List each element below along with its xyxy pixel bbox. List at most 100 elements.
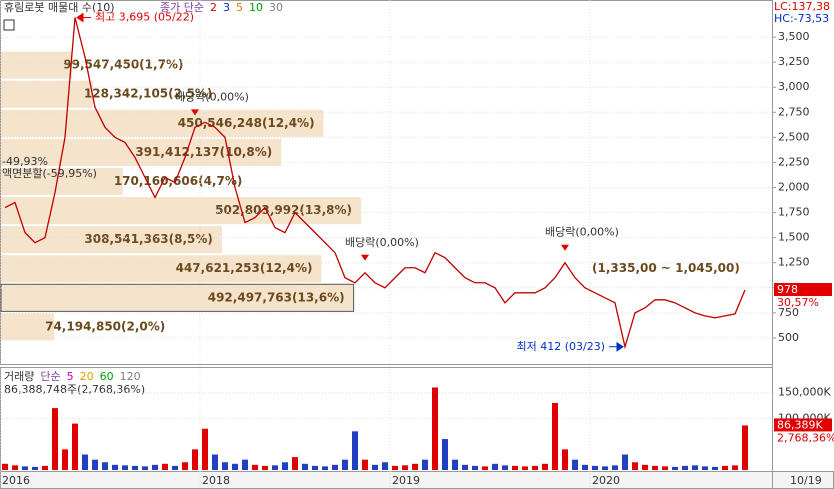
ma-period: 3: [223, 1, 230, 14]
volume-bar: [492, 463, 498, 470]
profile-label: 492,497,763(13,6%): [208, 290, 345, 304]
profile-label: 74,194,850(2,0%): [45, 319, 165, 333]
volume-bar: [432, 387, 438, 470]
volume-bar: [22, 466, 28, 470]
y-tick-label: 1,750: [778, 206, 810, 219]
volume-bar: [472, 465, 478, 470]
volume-bar: [402, 465, 408, 470]
volume-bar: [282, 462, 288, 470]
volume-bar: [502, 465, 508, 470]
panel-button[interactable]: [3, 19, 15, 31]
volume-bar: [272, 465, 278, 470]
y-tick-label: 2,500: [778, 130, 810, 143]
volume-bar: [172, 465, 178, 470]
volume-bar: [742, 425, 748, 470]
volume-bar: [112, 464, 118, 470]
note: -49,93%: [2, 155, 48, 168]
volume-bar: [222, 462, 228, 470]
volume-bar: [582, 464, 588, 470]
profile-label: 450,546,248(12,4%): [178, 116, 315, 130]
profile-band: [1, 313, 55, 341]
volume-bar: [692, 465, 698, 470]
profile-band: [1, 80, 93, 108]
volume-bar: [652, 465, 658, 470]
volume-bar: [202, 428, 208, 470]
volume-bar: [152, 464, 158, 470]
volume-bar: [262, 465, 268, 470]
ma-label: 종가 단순: [160, 1, 204, 14]
profile-band: [1, 167, 123, 196]
volume-bar: [512, 465, 518, 470]
volume-bar: [342, 459, 348, 470]
x-tick-label: 2019: [392, 474, 420, 487]
high-label: 최고 3,695 (05/22): [95, 11, 194, 24]
volume-bar: [372, 464, 378, 470]
volume-bar: [32, 466, 38, 470]
volume-bar: [212, 454, 218, 470]
volume-bar: [702, 466, 708, 470]
last-price-label: 978: [777, 283, 798, 296]
y-tick-label: 150,000K: [778, 386, 831, 399]
ma-period: 5: [236, 1, 243, 14]
volume-bar: [442, 439, 448, 470]
volume-bar: [102, 462, 108, 470]
event-marker: [361, 254, 369, 261]
profile-label: 99,547,450(1,7%): [63, 58, 183, 72]
profile-band: [1, 51, 73, 79]
high-arrow: [76, 12, 91, 23]
profile-label: 128,342,105(2,5%): [84, 87, 213, 101]
volume-bar: [122, 465, 128, 470]
profile-band: [1, 255, 322, 283]
event-label: 배당락(0,00%): [545, 226, 619, 239]
profile-band: [1, 226, 222, 254]
volume-subtitle: 86,388,748주(2,768,36%): [4, 383, 145, 396]
volume-bar: [672, 466, 678, 470]
volume-bar: [382, 462, 388, 470]
ma-period: 20: [80, 370, 94, 383]
volume-bar: [532, 465, 538, 470]
volume-bar: [42, 465, 48, 470]
volume-bar: [12, 465, 18, 470]
volume-bar: [242, 459, 248, 470]
x-tick-label: 2018: [202, 474, 230, 487]
low-arrow: [609, 341, 624, 352]
profile-label: 308,541,363(8,5%): [84, 232, 213, 246]
profile-band: [1, 138, 282, 166]
volume-bar: [622, 454, 628, 470]
volume-bar: [312, 465, 318, 470]
volume-bar: [632, 462, 638, 470]
hc-label: HC:-73,53: [774, 12, 829, 25]
y-tick-label: 3,250: [778, 55, 810, 68]
lc-label: LC:137,38: [774, 0, 830, 13]
volume-bar: [62, 449, 68, 470]
x-tick-label: 2020: [592, 474, 620, 487]
volume-bar: [72, 423, 78, 470]
volume-bar: [352, 431, 358, 470]
volume-bar: [722, 465, 728, 470]
volume-bar: [612, 465, 618, 470]
volume-bar: [452, 459, 458, 470]
volume-bar: [192, 449, 198, 470]
volume-bar: [362, 459, 368, 470]
volume-bar: [162, 463, 168, 470]
volume-bar: [682, 465, 688, 470]
volume-bar: [92, 459, 98, 470]
profile-band: [1, 197, 361, 225]
volume-bar: [732, 465, 738, 470]
volume-bar: [572, 459, 578, 470]
volume-bar: [642, 464, 648, 470]
volume-bar: [52, 408, 58, 470]
y-tick-label: 2,750: [778, 105, 810, 118]
chart-title: 휴림로봇 매물대 수(10): [4, 1, 115, 14]
volume-bar: [252, 464, 258, 470]
x-tick-label: 2016: [2, 474, 30, 487]
y-tick-label: 1,500: [778, 231, 810, 244]
price-line: [4, 17, 746, 350]
event-marker: [561, 244, 569, 251]
event-marker: [191, 109, 199, 116]
event-label: 배당락(0,00%): [175, 90, 249, 103]
volume-bar: [392, 465, 398, 470]
volume-bar: [2, 463, 8, 470]
volume-bar: [462, 464, 468, 470]
